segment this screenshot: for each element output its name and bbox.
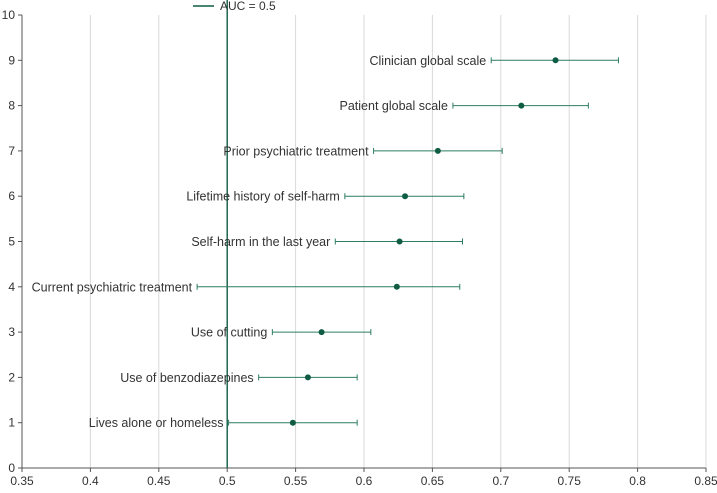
x-tick-label: 0.45 bbox=[147, 474, 171, 488]
marks-layer: Lives alone or homeless Use of benzodiaze… bbox=[32, 54, 619, 430]
y-tick-label: 3 bbox=[8, 325, 15, 339]
x-tick-label: 0.65 bbox=[421, 474, 445, 488]
estimate-point bbox=[289, 419, 296, 426]
y-tick-label: 0 bbox=[8, 461, 15, 475]
x-tick-label: 0.6 bbox=[356, 474, 373, 488]
estimate-point bbox=[396, 238, 403, 245]
y-tick-label: 5 bbox=[8, 235, 15, 249]
y-tick-label: 8 bbox=[8, 99, 15, 113]
y-tick-label: 7 bbox=[8, 144, 15, 158]
legend: AUC = 0.5 bbox=[193, 0, 276, 13]
x-tick-label: 0.85 bbox=[694, 474, 717, 488]
axis-layer: 0.35 0.4 0.45 0.5 0.55 0.6 0.65 0.7 0.75 0.8 0.85 0… bbox=[2, 8, 717, 488]
estimate-point bbox=[304, 374, 311, 381]
point-label: Use of cutting bbox=[191, 326, 267, 340]
x-tick-label: 0.7 bbox=[492, 474, 509, 488]
estimate-point bbox=[552, 57, 559, 64]
x-tick-label: 0.55 bbox=[284, 474, 308, 488]
point-label: Current psychiatric treatment bbox=[32, 280, 193, 294]
x-tick-label: 0.35 bbox=[10, 474, 34, 488]
y-tick-label: 1 bbox=[8, 416, 15, 430]
x-tick-label: 0.75 bbox=[558, 474, 582, 488]
y-tick-label: 4 bbox=[8, 280, 15, 294]
point-label: Lives alone or homeless bbox=[89, 416, 224, 430]
y-tick-label: 2 bbox=[8, 370, 15, 384]
y-tick-label: 10 bbox=[2, 8, 16, 22]
x-tick-label: 0.4 bbox=[82, 474, 99, 488]
point-label: Prior psychiatric treatment bbox=[223, 144, 369, 158]
estimate-point bbox=[318, 329, 325, 336]
estimate-point bbox=[434, 147, 441, 154]
estimate-point bbox=[393, 283, 400, 290]
x-tick-label: 0.5 bbox=[219, 474, 236, 488]
y-tick-label: 9 bbox=[8, 53, 15, 67]
point-label: Clinician global scale bbox=[369, 54, 486, 68]
y-tick-label: 6 bbox=[8, 189, 15, 203]
point-label: Use of benzodiazepines bbox=[120, 371, 253, 385]
estimate-point bbox=[518, 102, 525, 109]
point-label: Patient global scale bbox=[340, 99, 448, 113]
point-label: Lifetime history of self-harm bbox=[186, 190, 340, 204]
x-tick-label: 0.8 bbox=[629, 474, 646, 488]
legend-label: AUC = 0.5 bbox=[220, 0, 276, 13]
estimate-point bbox=[402, 193, 409, 200]
point-label: Self-harm in the last year bbox=[191, 235, 330, 249]
